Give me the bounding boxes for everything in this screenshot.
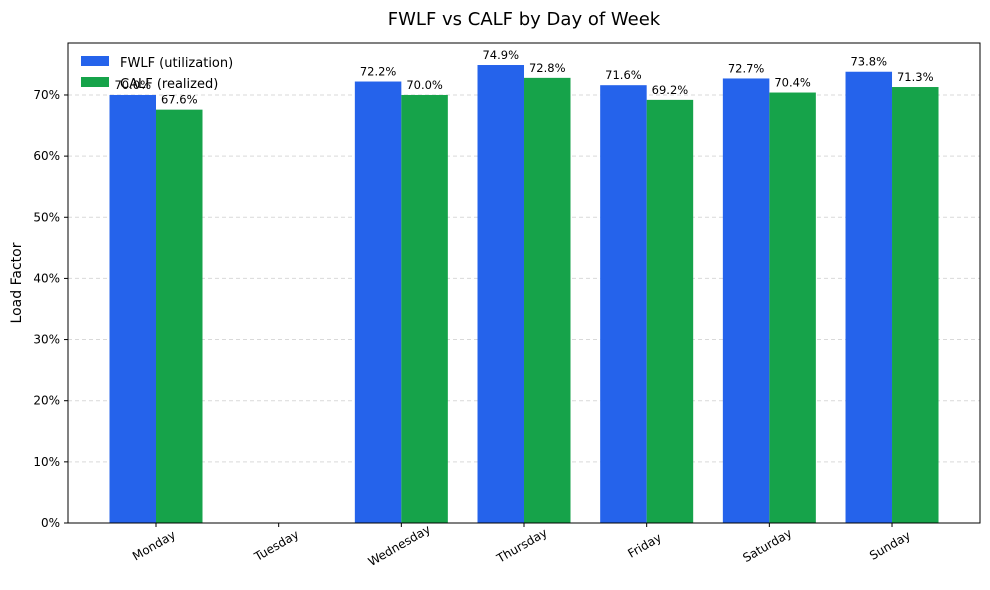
- x-tick-label: Tuesday: [251, 527, 301, 564]
- legend-label: CALF (realized): [120, 77, 218, 92]
- y-axis: 0% 10% 20% 30% 40% 50% 60% 70%: [33, 88, 68, 530]
- y-tick-label: 10%: [33, 455, 60, 469]
- y-tick-label: 40%: [33, 271, 60, 285]
- data-label: 71.6%: [605, 68, 642, 82]
- bar: [769, 92, 816, 524]
- data-label: 72.8%: [529, 61, 566, 75]
- legend-swatch: [81, 56, 109, 66]
- legend-swatch: [81, 77, 109, 87]
- x-tick-label: Sunday: [867, 528, 913, 563]
- legend: FWLF (utilization) CALF (realized): [81, 56, 233, 92]
- bar: [600, 85, 647, 523]
- data-label: 70.0%: [114, 78, 151, 92]
- data-label: 72.2%: [360, 65, 397, 79]
- x-axis: Monday Tuesday Wednesday Thursday Friday Satu…: [130, 522, 913, 569]
- bar: [524, 77, 571, 523]
- bars: [109, 65, 939, 524]
- legend-label: FWLF (utilization): [120, 56, 233, 71]
- data-label: 71.3%: [897, 70, 934, 84]
- bar: [354, 81, 402, 524]
- x-tick-label: Thursday: [493, 526, 549, 567]
- bar: [109, 94, 156, 524]
- x-tick-label: Friday: [625, 530, 664, 560]
- data-label: 70.4%: [774, 76, 811, 90]
- x-tick-label: Wednesday: [366, 522, 433, 569]
- y-tick-label: 60%: [33, 149, 60, 163]
- x-tick-label: Saturday: [740, 526, 794, 565]
- y-tick-label: 50%: [33, 210, 60, 224]
- bar: [845, 71, 893, 523]
- bar: [477, 65, 525, 523]
- data-label: 70.0%: [406, 78, 443, 92]
- y-tick-label: 20%: [33, 394, 60, 408]
- bar: [722, 78, 770, 523]
- y-tick-label: 0%: [41, 516, 60, 530]
- bar: [401, 94, 448, 524]
- data-label: 72.7%: [728, 61, 765, 75]
- x-tick-label: Monday: [130, 528, 178, 564]
- data-label: 74.9%: [482, 48, 519, 62]
- y-tick-label: 30%: [33, 333, 60, 347]
- data-labels: 70.0% 67.6% 72.2% 70.0% 74.9% 72.8% 71.6% 69.2%…: [114, 48, 933, 107]
- bar: [646, 99, 694, 523]
- y-tick-label: 70%: [33, 88, 60, 102]
- y-axis-label: Load Factor: [9, 242, 25, 323]
- data-label: 73.8%: [850, 55, 887, 69]
- data-label: 69.2%: [652, 83, 689, 97]
- bar: [892, 87, 939, 523]
- bar: [156, 109, 203, 523]
- chart-title: FWLF vs CALF by Day of Week: [388, 9, 661, 30]
- data-label: 67.6%: [161, 93, 198, 107]
